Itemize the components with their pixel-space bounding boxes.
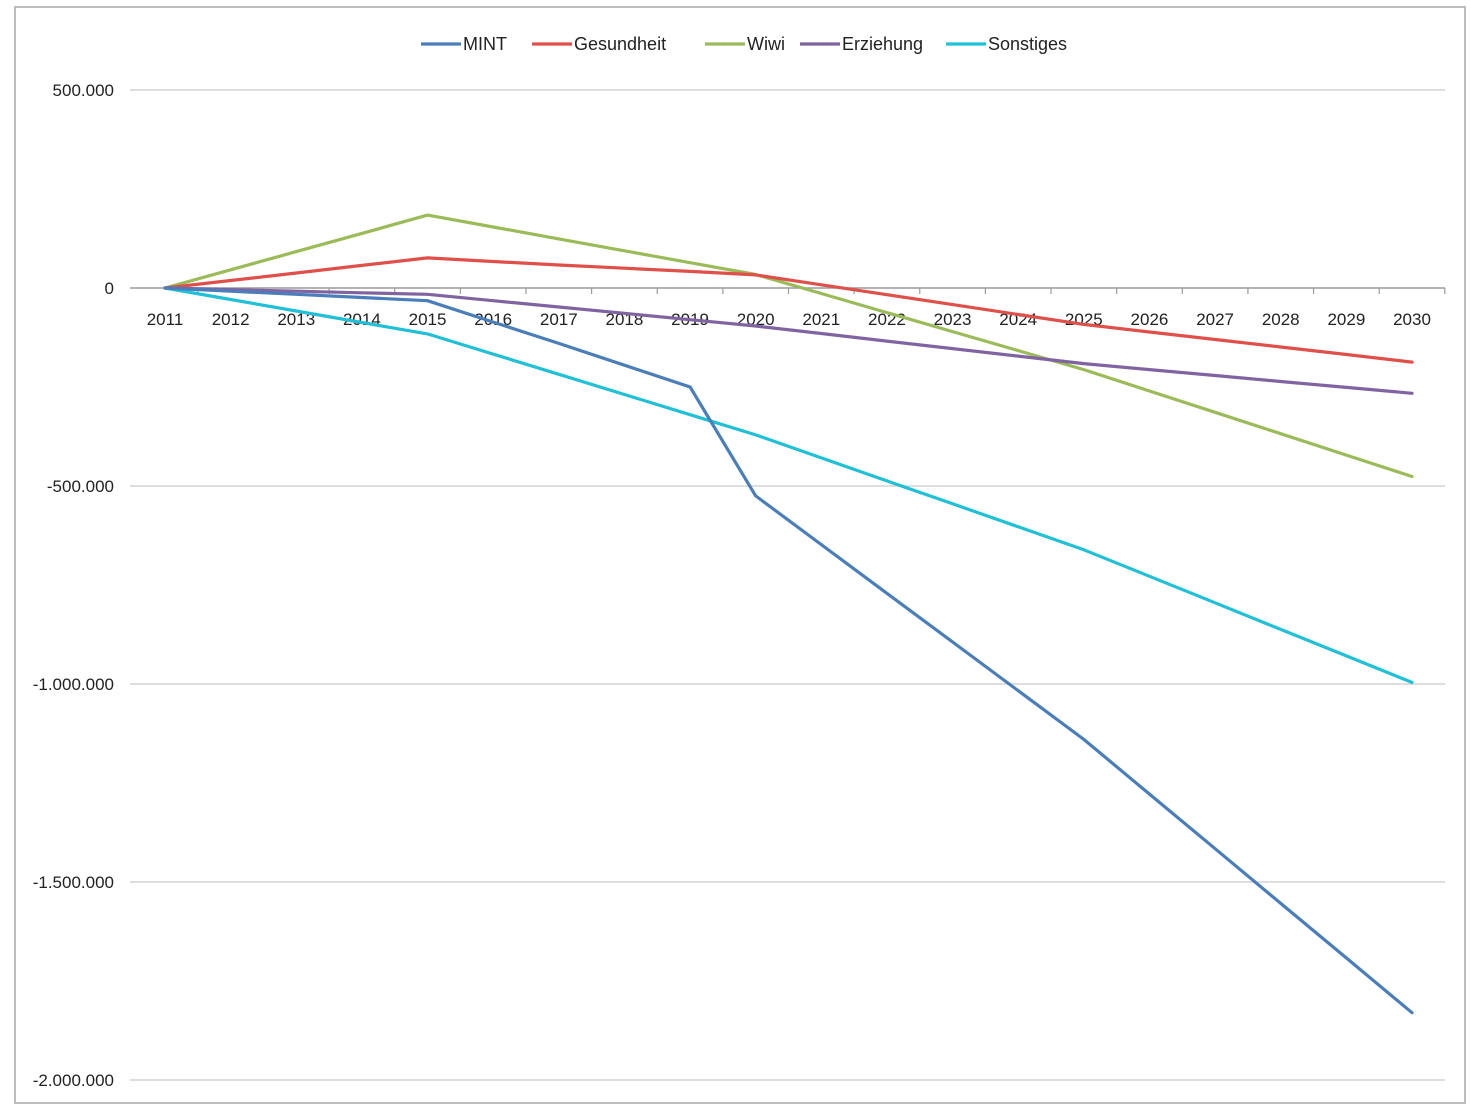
legend-label: MINT [463,34,507,54]
x-tick-label: 2029 [1327,310,1365,329]
x-tick-label: 2028 [1262,310,1300,329]
y-tick-label: -500.000 [47,477,114,496]
series-line-erziehung [163,286,1414,395]
legend-label: Erziehung [842,34,923,54]
x-tick-label: 2017 [540,310,578,329]
series-line-gesundheit [163,256,1414,364]
y-tick-label: 0 [105,279,114,298]
y-tick-label: -1.500.000 [33,873,114,892]
y-tick-label: -2.000.000 [33,1071,114,1090]
x-tick-label: 2013 [277,310,315,329]
legend-label: Wiwi [747,34,785,54]
chart-frame [14,6,1466,1104]
y-tick-label: 500.000 [53,81,114,100]
x-tick-label: 2015 [409,310,447,329]
series-line-wiwi [163,213,1414,479]
axes: 500.000 0 -500.000 -1.000.000 -1.500.000 -2.0… [33,81,1446,1090]
legend-label: Gesundheit [574,34,666,54]
x-tick-label: 2021 [802,310,840,329]
x-tick-label: 2027 [1196,310,1234,329]
x-tick-label: 2023 [934,310,972,329]
x-tick-label: 2012 [212,310,250,329]
series-line-sonstiges [163,286,1414,685]
x-tick-label: 2030 [1393,310,1431,329]
series-lines [163,213,1414,1015]
x-tick-label: 2026 [1131,310,1169,329]
x-tick-label: 2011 [147,310,184,329]
legend-label: Sonstiges [988,34,1067,54]
gridlines [130,89,1445,1081]
y-tick-label: -1.000.000 [33,675,114,694]
series-line-mint [163,286,1414,1015]
legend: MINT Gesundheit Wiwi Erziehung Sonstiges [421,34,1067,54]
